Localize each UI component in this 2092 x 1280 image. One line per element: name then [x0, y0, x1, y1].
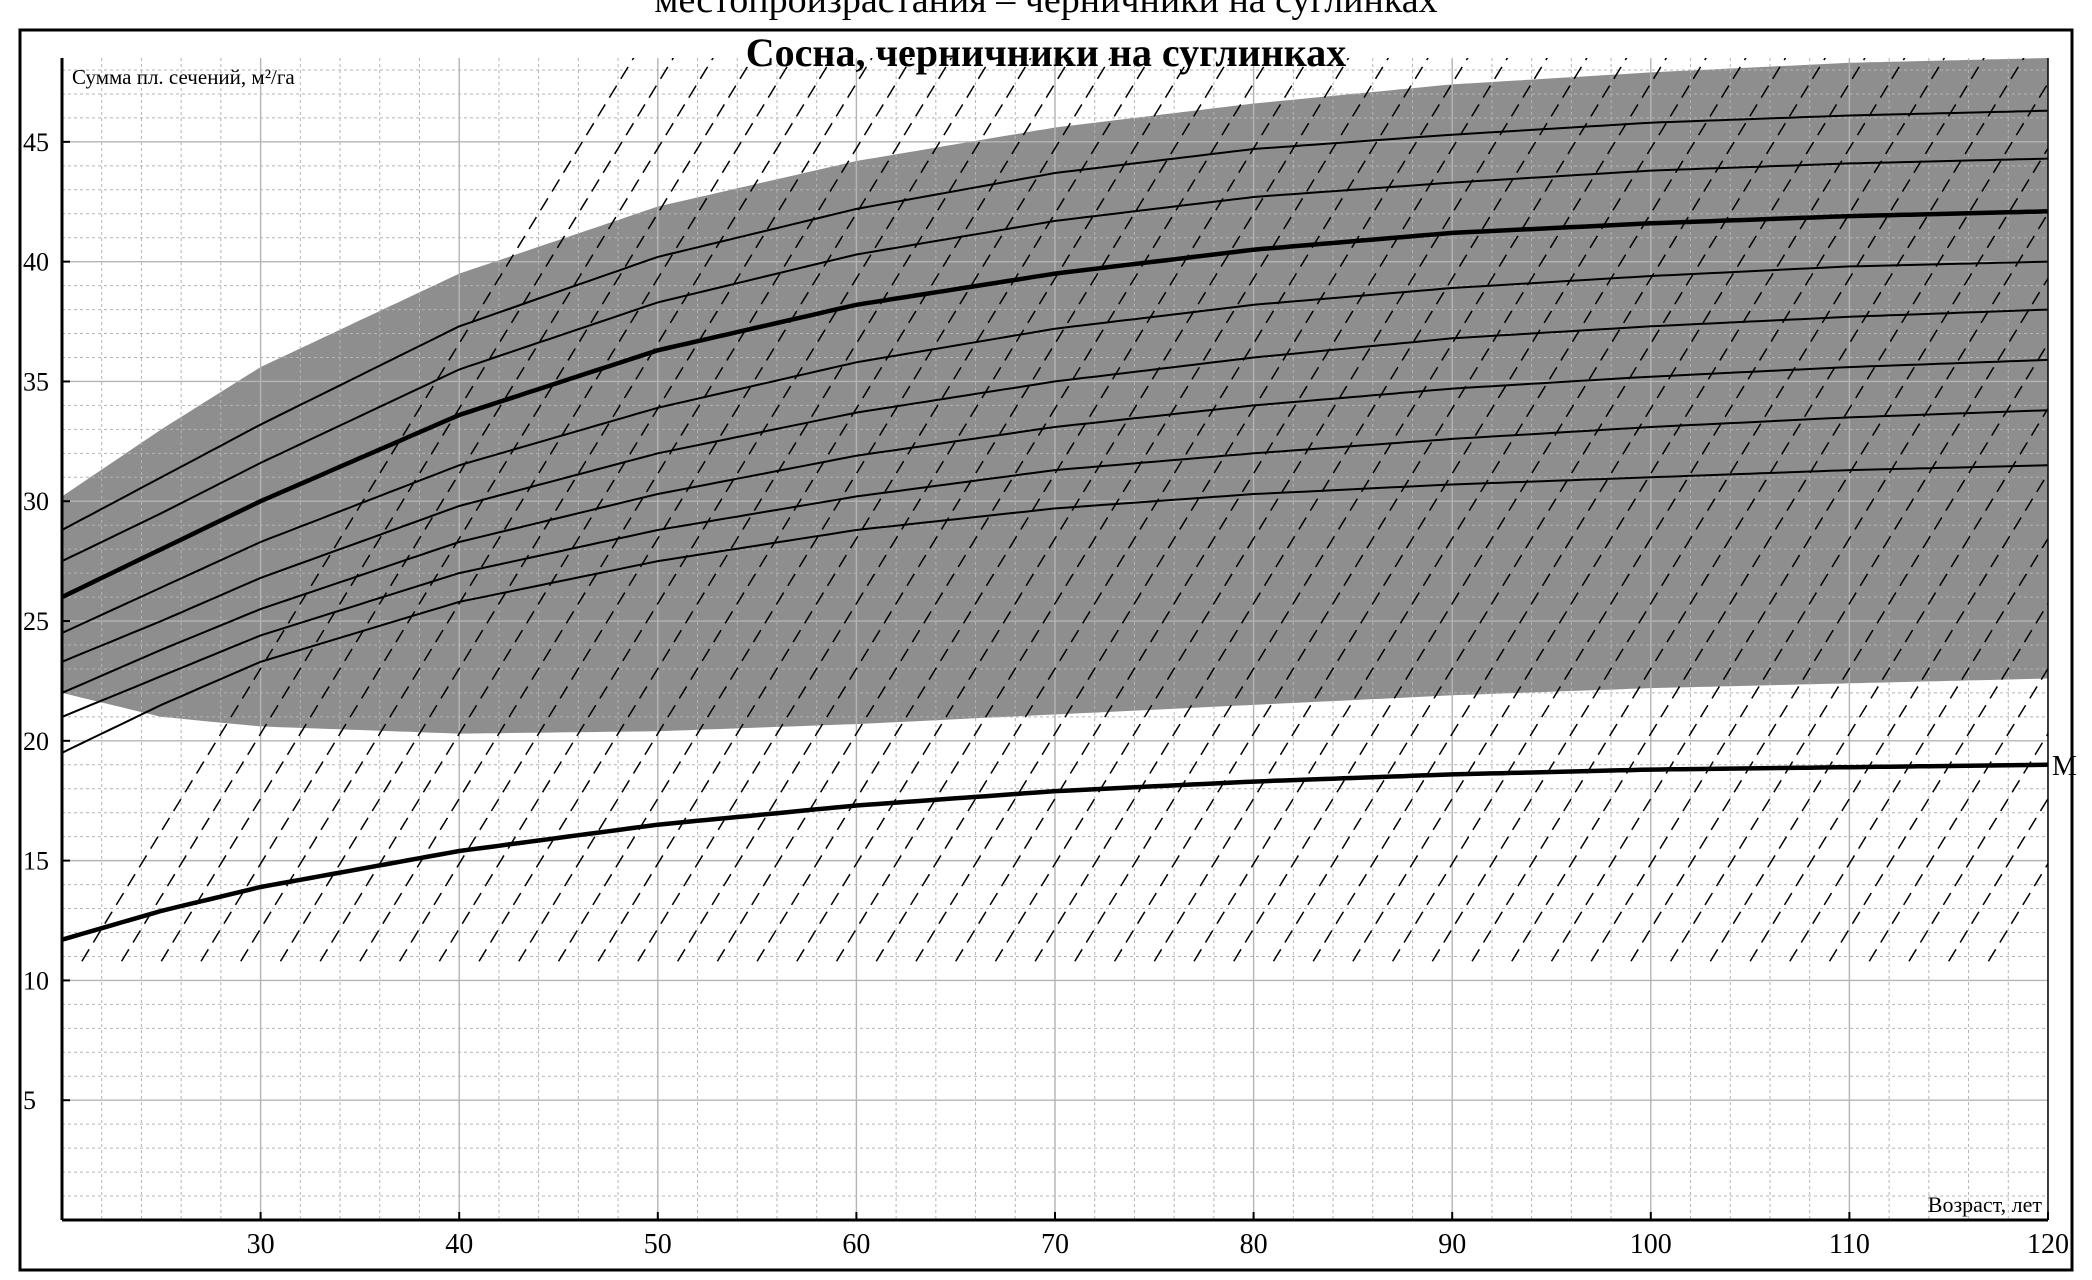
diagonal-dashed-line [279, 58, 834, 962]
series-line-9 [62, 762, 2048, 942]
diagonal-dashed-line [1868, 667, 2048, 962]
diagonal-dashed-line [359, 58, 913, 962]
diagonal-dashed-line [1471, 58, 2025, 962]
diagonal-dashed-line [1590, 211, 2048, 962]
x-tick-label: 90 [1438, 1229, 1466, 1260]
diagonal-dashed-line [1391, 58, 1946, 962]
y-tick-label: 35 [23, 367, 49, 396]
y-axis-label: Сумма пл. сечений, м²/га [72, 65, 295, 89]
series-line-4 [62, 308, 2048, 663]
x-tick-label: 120 [2027, 1229, 2069, 1260]
diagonal-dashed-line [1074, 58, 1628, 962]
diagonal-dashed-line [955, 58, 1509, 962]
diagonal-dashed-line [1948, 797, 2048, 962]
x-tick-label: 110 [1829, 1229, 1870, 1260]
series-line-2 [62, 409, 2048, 718]
diagonal-dashed-line [677, 58, 1231, 962]
diagonal-dashed-line [1113, 58, 1668, 962]
y-tick-label: 30 [23, 487, 49, 516]
diagonal-dashed-line [915, 58, 1469, 962]
diagonal-dashed-line [835, 58, 1390, 962]
diagonal-dashed-line [1153, 58, 1707, 962]
x-tick-label: 100 [1630, 1229, 1672, 1260]
diagonal-dashed-line [875, 58, 1429, 962]
diagonal-dashed-line [756, 58, 1310, 962]
series-label-m: М [2052, 751, 2077, 782]
diagonal-dashed-line [1511, 81, 2048, 962]
x-tick-label: 70 [1041, 1229, 1069, 1260]
chart-title: Сосна, черничники на суглинках [746, 30, 1346, 75]
series-line-6 [62, 209, 2048, 600]
diagonal-dashed-line [398, 58, 953, 962]
x-tick-label: 60 [842, 1229, 870, 1260]
diagonal-dashed-line [200, 58, 754, 962]
diagonal-dashed-line [438, 58, 992, 962]
diagonal-dashed-line [1709, 407, 2048, 962]
diagonal-dashed-line [637, 58, 1191, 962]
y-tick-label: 5 [23, 1086, 36, 1115]
y-tick-label: 15 [23, 847, 49, 876]
x-tick-label: 80 [1240, 1229, 1268, 1260]
series-line-1 [62, 464, 2048, 754]
diagonal-dashed-line [1193, 58, 1747, 962]
diagonal-dashed-line [120, 58, 675, 962]
diagonal-dashed-line [597, 58, 1151, 962]
diagonal-dashed-line [319, 58, 873, 962]
diagonal-dashed-line [160, 58, 714, 962]
series-line-5 [62, 260, 2048, 634]
diagonal-dashed-line [1789, 537, 2048, 962]
diagonal-dashed-line [1431, 58, 1985, 962]
diagonal-dashed-line [1670, 342, 2048, 962]
series-line-8 [62, 109, 2048, 531]
diagonal-dashed-line [1630, 276, 2048, 962]
x-tick-label: 30 [247, 1229, 275, 1260]
diagonal-dashed-line [1272, 58, 1827, 962]
y-tick-label: 10 [23, 966, 49, 995]
diagonal-dashed-line [478, 58, 1032, 962]
series-line-3 [62, 358, 2048, 694]
diagonal-dashed-line [1749, 472, 2048, 962]
diagonal-dashed-line [1550, 146, 2048, 962]
y-tick-label: 45 [23, 128, 49, 157]
diagonal-dashed-line [1908, 732, 2048, 962]
x-tick-label: 50 [644, 1229, 672, 1260]
diagonal-dashed-line [994, 58, 1548, 962]
x-tick-label: 40 [445, 1229, 473, 1260]
diagonal-dashed-line [557, 58, 1112, 962]
diagonal-dashed-line [1312, 58, 1866, 962]
x-axis-label: Возраст, лет [1928, 1192, 2043, 1217]
diagonal-dashed-line [81, 58, 635, 962]
diagonal-dashed-line [1828, 602, 2048, 962]
header-caption: местопроизрастания – черничники на сугли… [654, 0, 1437, 21]
y-tick-label: 40 [23, 248, 49, 277]
series-line-7 [62, 157, 2048, 562]
diagonal-dashed-line [1233, 58, 1787, 962]
y-tick-label: 25 [23, 607, 49, 636]
diagonal-dashed-line [1034, 58, 1588, 962]
diagonal-dashed-line [1352, 58, 1906, 962]
diagonal-dashed-line [240, 58, 794, 962]
y-tick-label: 20 [23, 727, 49, 756]
